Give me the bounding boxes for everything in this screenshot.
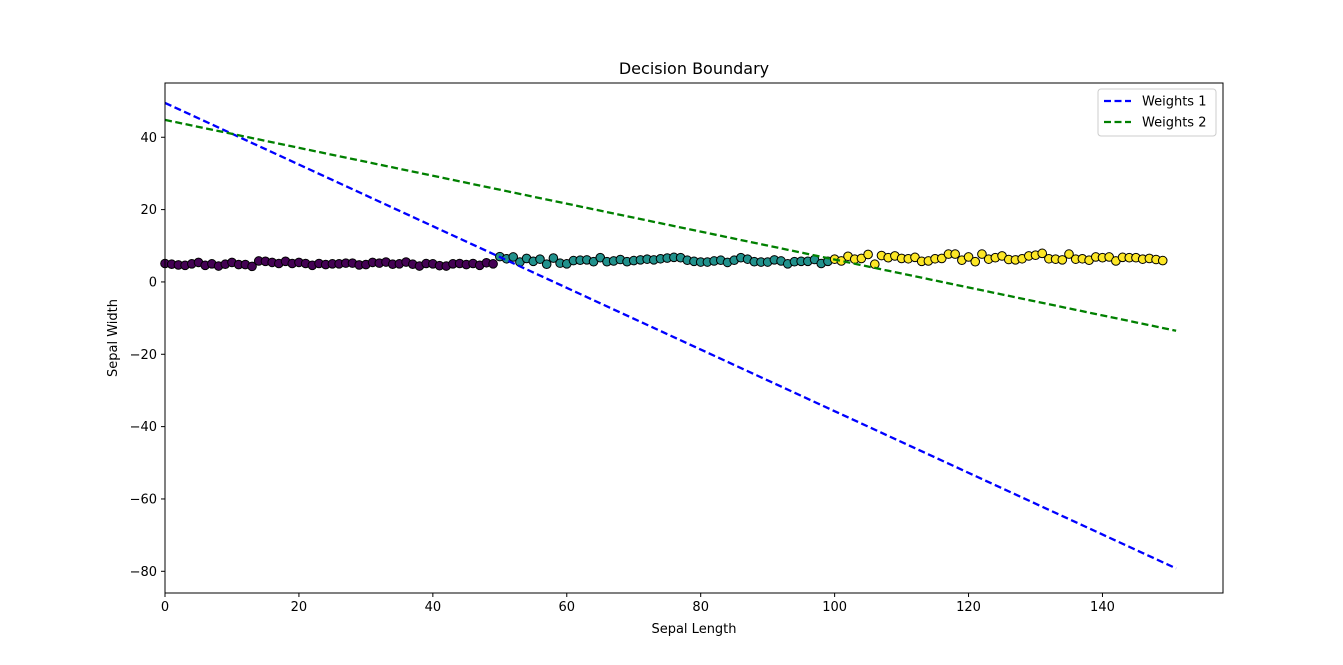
x-tick-label: 140 (1090, 600, 1115, 615)
boundary-line (164, 101, 1177, 570)
x-tick-label: 60 (558, 600, 575, 615)
y-tick-label: 0 (149, 275, 157, 290)
data-point (548, 253, 559, 263)
data-point (535, 254, 545, 264)
scatter-points (160, 248, 1168, 272)
x-tick-label: 0 (161, 600, 169, 615)
y-tick-label: 20 (140, 203, 157, 218)
legend-label: Weights 2 (1142, 116, 1206, 131)
legend-label: Weights 1 (1142, 95, 1206, 110)
boundary-line (164, 118, 1177, 332)
x-tick-label: 20 (291, 600, 308, 615)
y-axis-label: Sepal Width (106, 299, 121, 377)
data-point (247, 261, 257, 272)
data-point (936, 253, 947, 264)
x-ticks: 0 20 40 60 80 100 120 140 (161, 593, 1115, 615)
x-tick-label: 120 (956, 600, 981, 615)
data-point (1057, 255, 1068, 265)
data-point (1064, 249, 1074, 259)
data-point (863, 249, 873, 260)
data-point (970, 256, 981, 267)
data-point (977, 249, 987, 259)
y-tick-label: −40 (130, 420, 157, 435)
data-point (1037, 248, 1048, 259)
data-point (1157, 255, 1168, 266)
plot-frame (164, 82, 1224, 594)
boundary-lines (164, 101, 1177, 570)
y-tick-label: −20 (130, 348, 157, 363)
chart-title: Decision Boundary (619, 59, 769, 78)
data-point (508, 252, 519, 262)
y-tick-label: 40 (140, 131, 157, 146)
data-point (541, 259, 552, 270)
legend: Weights 1 Weights 2 (1097, 88, 1217, 137)
x-tick-label: 80 (692, 600, 709, 615)
y-tick-label: −80 (130, 565, 157, 580)
x-tick-label: 100 (822, 600, 847, 615)
x-axis-label: Sepal Length (651, 622, 736, 637)
data-point (488, 259, 498, 269)
data-point (963, 252, 974, 262)
y-ticks: −80 −60 −40 −20 0 20 40 (130, 131, 165, 580)
data-point (950, 249, 960, 259)
x-tick-label: 40 (425, 600, 442, 615)
y-tick-label: −60 (130, 492, 157, 507)
